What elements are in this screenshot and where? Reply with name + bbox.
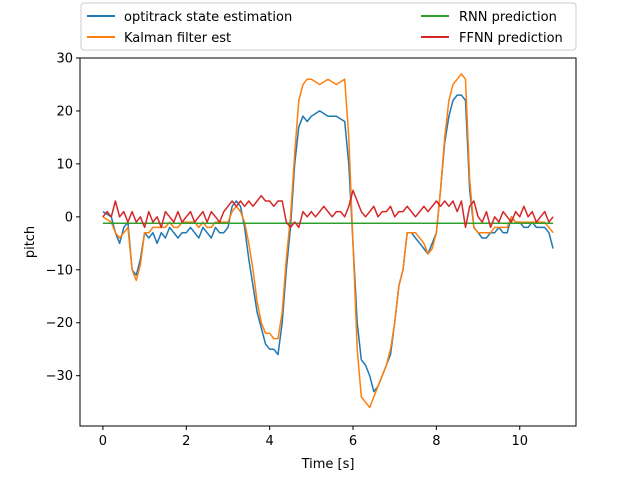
x-tick-label: 8 [432,434,440,449]
legend-label-optitrack: optitrack state estimation [124,10,292,25]
y-tick-label: 10 [56,157,73,172]
legend-label-rnn: RNN prediction [459,10,557,25]
x-tick-label: 10 [511,434,528,449]
series-line-1 [102,73,554,409]
series-line-0 [102,94,554,393]
x-tick-label: 4 [266,434,274,449]
x-tick-label: 0 [99,434,107,449]
legend: optitrack state estimation Kalman filter… [80,2,577,51]
y-tick-label: −10 [46,263,73,278]
y-tick-label: −30 [46,369,73,384]
x-tick-label: 6 [349,434,357,449]
legend-label-ffnn: FFNN prediction [459,31,563,46]
series-layer [102,73,554,409]
y-tick-label: 0 [65,210,73,225]
plot-area [80,58,576,426]
y-tick-label: 30 [56,52,73,67]
x-axis-label: Time [s] [301,457,355,472]
series-line-3 [102,189,554,229]
x-axis-ticks: 0 2 4 6 8 10 [99,426,528,449]
x-tick-label: 2 [182,434,190,449]
legend-frame [80,2,577,51]
y-tick-label: 20 [56,104,73,119]
legend-label-kalman: Kalman filter est [124,31,231,46]
y-axis-label: pitch [23,226,38,258]
y-tick-label: −20 [46,316,73,331]
y-axis-ticks: −30 −20 −10 0 10 20 30 [46,52,80,384]
plot-frame [79,57,577,427]
